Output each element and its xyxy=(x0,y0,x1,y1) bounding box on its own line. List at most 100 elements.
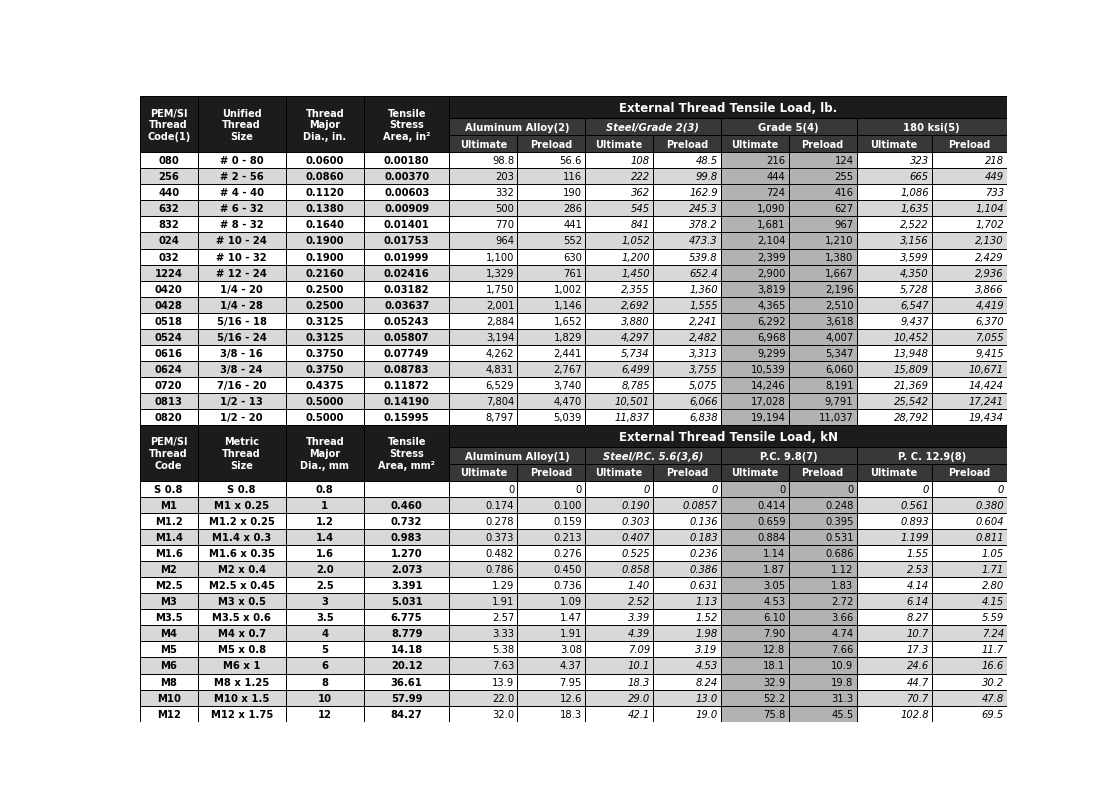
Bar xyxy=(517,217,585,234)
Bar xyxy=(517,481,585,497)
Text: 42.1: 42.1 xyxy=(628,709,650,719)
Bar xyxy=(585,377,653,393)
Bar xyxy=(198,345,285,362)
Bar xyxy=(721,313,789,329)
Text: M1 x 0.25: M1 x 0.25 xyxy=(214,500,270,510)
Text: Thread
Major
Dia., mm: Thread Major Dia., mm xyxy=(300,437,349,470)
Bar xyxy=(789,481,856,497)
Text: 0.190: 0.190 xyxy=(621,500,650,510)
Bar xyxy=(653,513,721,530)
Bar xyxy=(721,530,789,546)
Bar xyxy=(364,185,450,201)
Bar xyxy=(932,497,1007,513)
Text: 0.395: 0.395 xyxy=(825,517,854,526)
Bar xyxy=(932,513,1007,530)
Bar xyxy=(932,153,1007,169)
Bar xyxy=(450,410,517,426)
Text: Aluminum Alloy(1): Aluminum Alloy(1) xyxy=(464,451,570,461)
Bar xyxy=(932,410,1007,426)
Text: 116: 116 xyxy=(563,172,582,182)
Bar xyxy=(450,642,517,658)
Text: 32.0: 32.0 xyxy=(492,709,514,719)
Text: 4.15: 4.15 xyxy=(981,597,1004,607)
Bar xyxy=(789,345,856,362)
Text: 0.00603: 0.00603 xyxy=(384,188,430,198)
Bar xyxy=(450,658,517,674)
Bar xyxy=(450,426,1007,448)
Bar xyxy=(789,610,856,625)
Text: 17,028: 17,028 xyxy=(751,397,786,406)
Text: M5: M5 xyxy=(160,645,177,654)
Text: 449: 449 xyxy=(985,172,1004,182)
Bar xyxy=(789,513,856,530)
Text: 1,555: 1,555 xyxy=(689,300,717,311)
Bar xyxy=(932,201,1007,217)
Text: 17,241: 17,241 xyxy=(969,397,1004,406)
Bar xyxy=(789,706,856,722)
Bar xyxy=(517,642,585,658)
Bar xyxy=(653,153,721,169)
Text: 2,767: 2,767 xyxy=(554,364,582,375)
Text: 1.71: 1.71 xyxy=(981,564,1004,574)
Text: 17.3: 17.3 xyxy=(906,645,929,654)
Bar xyxy=(585,329,653,345)
Bar xyxy=(364,217,450,234)
Text: 25,542: 25,542 xyxy=(894,397,929,406)
Text: 0524: 0524 xyxy=(154,333,182,342)
Text: M3: M3 xyxy=(160,597,177,607)
Text: 473.3: 473.3 xyxy=(689,236,717,247)
Bar xyxy=(198,393,285,410)
Text: 4,419: 4,419 xyxy=(976,300,1004,311)
Bar xyxy=(653,185,721,201)
Text: PEM/SI
Thread
Code: PEM/SI Thread Code xyxy=(149,437,188,470)
Bar xyxy=(285,97,364,153)
Bar xyxy=(789,281,856,298)
Bar xyxy=(932,298,1007,313)
Text: 1,090: 1,090 xyxy=(758,204,786,214)
Text: 1.13: 1.13 xyxy=(696,597,717,607)
Text: 0.380: 0.380 xyxy=(976,500,1004,510)
Text: 102.8: 102.8 xyxy=(900,709,929,719)
Bar xyxy=(653,546,721,561)
Bar xyxy=(932,329,1007,345)
Bar xyxy=(721,185,789,201)
Bar xyxy=(932,265,1007,281)
Bar xyxy=(585,345,653,362)
Bar xyxy=(364,410,450,426)
Bar xyxy=(364,577,450,594)
Text: 0.100: 0.100 xyxy=(554,500,582,510)
Bar xyxy=(721,265,789,281)
Text: 1.6: 1.6 xyxy=(316,548,333,559)
Text: 0: 0 xyxy=(643,484,650,494)
Bar xyxy=(517,281,585,298)
Bar xyxy=(364,546,450,561)
Text: 15,809: 15,809 xyxy=(894,364,929,375)
Text: 5/16 - 24: 5/16 - 24 xyxy=(217,333,266,342)
Text: 1,002: 1,002 xyxy=(554,285,582,294)
Text: 12.6: 12.6 xyxy=(560,693,582,703)
Bar xyxy=(856,577,932,594)
Bar xyxy=(517,265,585,281)
Text: 0.414: 0.414 xyxy=(758,500,786,510)
Bar xyxy=(364,281,450,298)
Bar xyxy=(450,234,517,249)
Bar xyxy=(285,410,364,426)
Bar xyxy=(653,625,721,642)
Text: 2,399: 2,399 xyxy=(758,252,786,262)
Text: 0.05243: 0.05243 xyxy=(384,316,430,326)
Bar xyxy=(856,185,932,201)
Text: Ultimate: Ultimate xyxy=(731,139,779,149)
Bar xyxy=(721,561,789,577)
Bar xyxy=(364,329,450,345)
Text: 0.2160: 0.2160 xyxy=(305,268,345,278)
Text: 36.61: 36.61 xyxy=(391,676,423,687)
Text: 3.39: 3.39 xyxy=(628,612,650,623)
Text: 6,838: 6,838 xyxy=(689,413,717,423)
Bar xyxy=(285,577,364,594)
Bar xyxy=(932,481,1007,497)
Text: 4,007: 4,007 xyxy=(825,333,854,342)
Text: 4,350: 4,350 xyxy=(900,268,929,278)
Bar xyxy=(721,345,789,362)
Bar xyxy=(721,689,789,706)
Bar xyxy=(450,329,517,345)
